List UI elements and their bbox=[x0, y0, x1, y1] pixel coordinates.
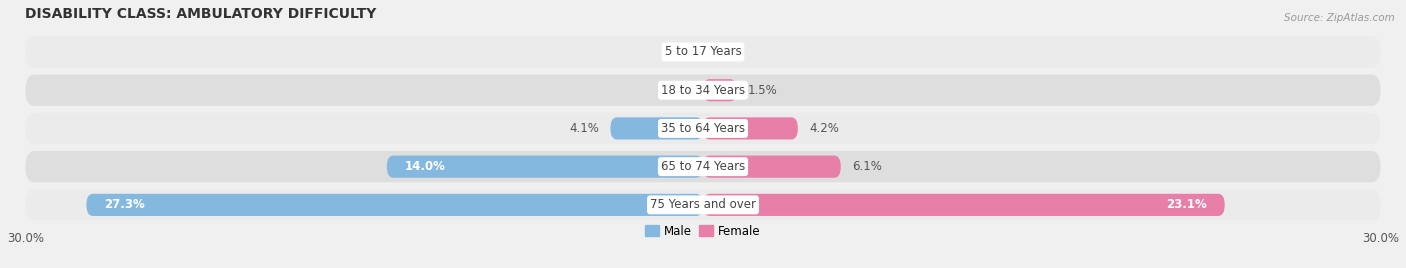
Text: 6.1%: 6.1% bbox=[852, 160, 882, 173]
Text: 14.0%: 14.0% bbox=[405, 160, 446, 173]
Text: 75 Years and over: 75 Years and over bbox=[650, 198, 756, 211]
Text: DISABILITY CLASS: AMBULATORY DIFFICULTY: DISABILITY CLASS: AMBULATORY DIFFICULTY bbox=[25, 7, 377, 21]
FancyBboxPatch shape bbox=[25, 189, 1381, 221]
Legend: Male, Female: Male, Female bbox=[645, 225, 761, 238]
Text: 23.1%: 23.1% bbox=[1166, 198, 1206, 211]
FancyBboxPatch shape bbox=[703, 117, 797, 140]
Text: 35 to 64 Years: 35 to 64 Years bbox=[661, 122, 745, 135]
Text: 1.5%: 1.5% bbox=[748, 84, 778, 97]
Text: 0.0%: 0.0% bbox=[662, 84, 692, 97]
Text: Source: ZipAtlas.com: Source: ZipAtlas.com bbox=[1284, 13, 1395, 23]
FancyBboxPatch shape bbox=[86, 194, 703, 216]
FancyBboxPatch shape bbox=[25, 113, 1381, 144]
Text: 65 to 74 Years: 65 to 74 Years bbox=[661, 160, 745, 173]
Text: 4.1%: 4.1% bbox=[569, 122, 599, 135]
Text: 27.3%: 27.3% bbox=[104, 198, 145, 211]
Text: 5 to 17 Years: 5 to 17 Years bbox=[665, 46, 741, 58]
FancyBboxPatch shape bbox=[703, 79, 737, 101]
Text: 0.0%: 0.0% bbox=[714, 46, 744, 58]
FancyBboxPatch shape bbox=[703, 194, 1225, 216]
FancyBboxPatch shape bbox=[25, 75, 1381, 106]
FancyBboxPatch shape bbox=[387, 155, 703, 178]
FancyBboxPatch shape bbox=[703, 155, 841, 178]
FancyBboxPatch shape bbox=[25, 151, 1381, 182]
Text: 4.2%: 4.2% bbox=[808, 122, 839, 135]
FancyBboxPatch shape bbox=[610, 117, 703, 140]
Text: 18 to 34 Years: 18 to 34 Years bbox=[661, 84, 745, 97]
Text: 0.0%: 0.0% bbox=[662, 46, 692, 58]
FancyBboxPatch shape bbox=[25, 36, 1381, 68]
